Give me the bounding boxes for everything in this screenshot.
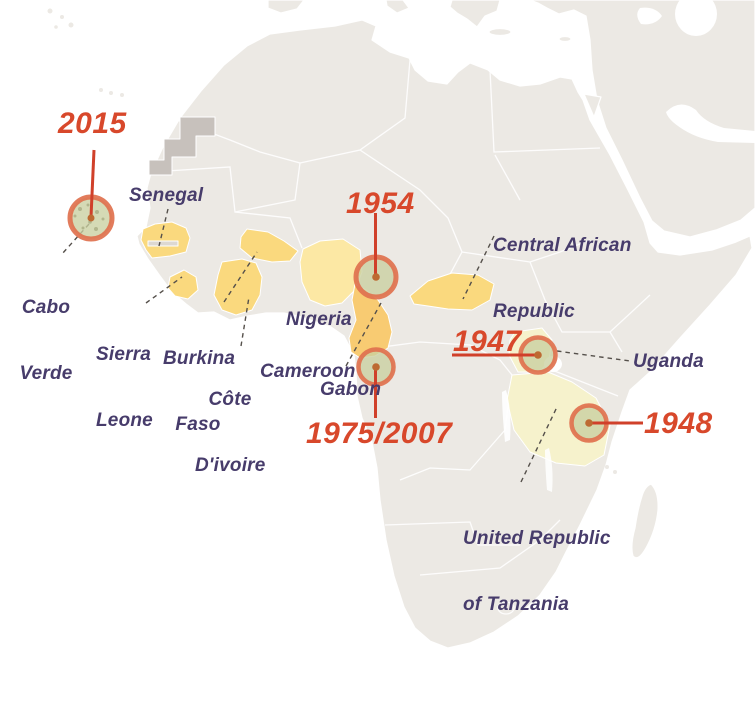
marker-dot-cabo-verde: [87, 214, 95, 222]
connector-uganda: [556, 350, 631, 362]
connector-burkina-faso: [223, 251, 258, 303]
connector-central-african-republic: [462, 235, 495, 300]
country-label-tanzania-line1: United Republic: [463, 528, 611, 549]
country-label-tanzania-line2: of Tanzania: [463, 594, 570, 615]
small-islands: [47, 8, 617, 474]
country-label-central-african-republic-line2: Republic: [493, 301, 575, 322]
europe-italy-fragment: [385, 0, 410, 14]
connector-senegal: [158, 208, 169, 247]
burkina-faso-shape: [239, 228, 299, 263]
nigeria-shape: [299, 238, 363, 307]
year-label-1948: 1948: [644, 407, 713, 440]
marker-dot-gabon-1975: [372, 363, 380, 371]
country-label-tanzania: United Republic of Tanzania: [463, 484, 611, 660]
country-label-central-african-republic-line1: Central African: [493, 235, 632, 256]
lake-tanganyika: [502, 390, 511, 442]
europe-greece-fragment: [449, 0, 501, 28]
lake-malawi: [545, 448, 553, 492]
country-label-burkina-faso-line1: Burkina: [163, 348, 236, 369]
year-label-1947: 1947: [453, 325, 522, 358]
europe-iberia-fragment: [267, 0, 305, 14]
crete-island: [488, 27, 512, 37]
cyprus-island: [558, 35, 572, 43]
year-label-1975-2007: 1975/2007: [306, 417, 453, 450]
senegal-shape: [140, 221, 191, 259]
persian-gulf: [666, 104, 755, 143]
madagascar-island: [631, 483, 659, 559]
western-sahara-shape: [148, 116, 216, 176]
country-label-burkina-faso-line2: Faso: [175, 414, 221, 435]
gambia-shape: [147, 240, 179, 247]
country-label-cote-divoire-line2: D'ivoire: [195, 455, 266, 476]
country-label-gabon: Gabon: [320, 379, 382, 400]
country-label-burkina-faso: Burkina Faso: [163, 304, 236, 480]
leader-line-2015: [89, 149, 96, 218]
country-label-nigeria: Nigeria: [286, 309, 352, 330]
country-label-cameroon: Cameroon: [260, 361, 356, 382]
tanzania-shape: [506, 371, 611, 467]
country-label-central-african-republic: Central African Republic: [493, 191, 632, 367]
caspian-sea: [675, 0, 717, 36]
middle-east-landmass: [529, 0, 755, 238]
connector-tanzania: [520, 406, 558, 483]
marker-dot-uganda-1947: [534, 351, 542, 359]
country-label-sierra-leone-line1: Sierra: [96, 344, 152, 365]
country-label-cabo-verde: Cabo Verde: [14, 253, 78, 429]
connector-cabo-verde: [61, 223, 90, 255]
connector-sierra-leone: [145, 276, 183, 304]
central-african-republic-shape: [409, 272, 495, 311]
connector-cameroon: [345, 302, 382, 367]
east-med-inlet: [637, 7, 662, 25]
country-label-cabo-verde-line2: Verde: [19, 363, 73, 384]
country-label-uganda: Uganda: [633, 351, 704, 372]
year-label-1954: 1954: [346, 187, 415, 220]
country-label-cote-divoire-line1: Côte: [208, 389, 252, 410]
sierra-leone-shape: [167, 269, 199, 300]
sinai-peninsula: [583, 93, 602, 118]
country-label-sierra-leone-line2: Leone: [96, 410, 153, 431]
country-label-cabo-verde-line1: Cabo: [21, 297, 71, 318]
country-label-cote-divoire: Côte D'ivoire: [195, 345, 265, 521]
marker-dot-nigeria-1954: [372, 273, 380, 281]
cote-divoire-shape: [213, 258, 263, 316]
country-label-senegal: Senegal: [129, 185, 204, 206]
year-label-2015: 2015: [58, 107, 127, 140]
water-cutouts: [637, 0, 755, 143]
marker-dot-tanzania-1948: [585, 419, 593, 427]
country-label-sierra-leone: Sierra Leone: [96, 300, 153, 476]
